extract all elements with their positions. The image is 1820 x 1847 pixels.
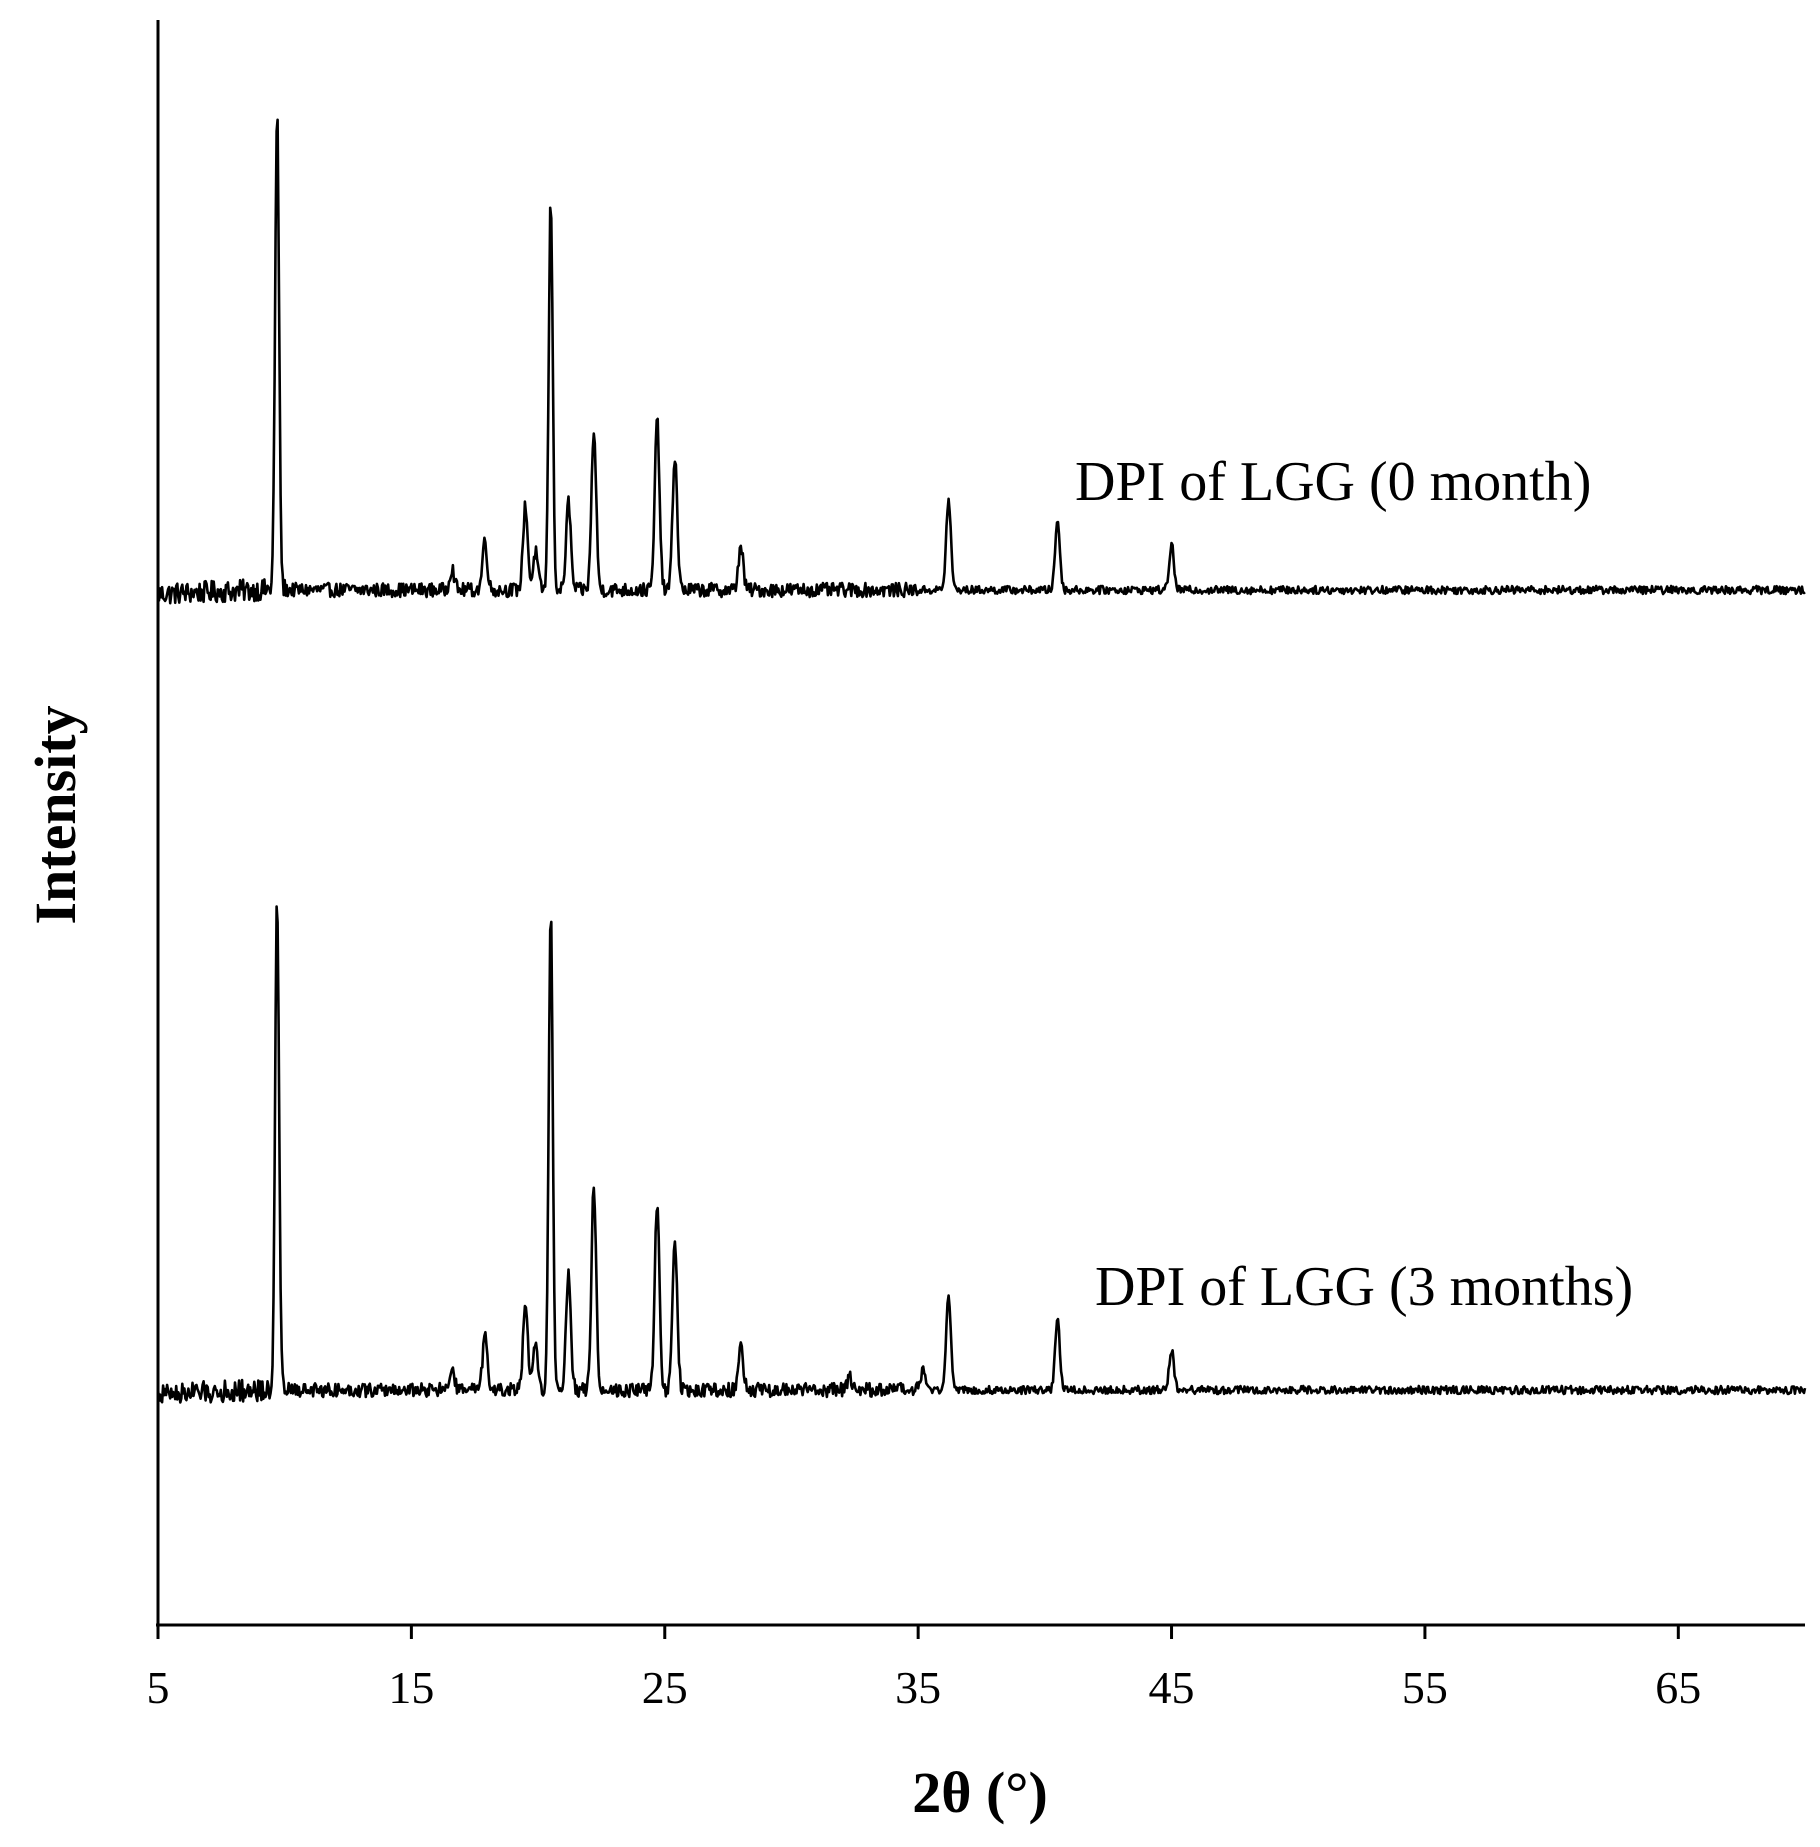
x-axis-tick-labels: 5 15 25 35 45 55 65 [147, 1662, 1702, 1713]
x-tick-label: 15 [388, 1662, 434, 1713]
x-tick-label: 45 [1149, 1662, 1195, 1713]
x-tick-label: 65 [1655, 1662, 1701, 1713]
series-line-1 [156, 905, 1807, 1404]
x-tick-label: 5 [147, 1662, 170, 1713]
x-tick-label: 55 [1402, 1662, 1448, 1713]
series-labels: DPI of LGG (0 month) DPI of LGG (3 months… [1075, 451, 1633, 1318]
series-traces [156, 118, 1807, 1404]
series-label-1: DPI of LGG (3 months) [1095, 1256, 1633, 1318]
series-label-0: DPI of LGG (0 month) [1075, 451, 1591, 513]
x-axis-ticks [156, 1625, 1680, 1639]
series-line-0 [156, 118, 1806, 605]
y-axis-title: Intensity [23, 705, 88, 924]
x-tick-label: 35 [895, 1662, 941, 1713]
x-axis-title: 2θ (°) [912, 1760, 1048, 1825]
x-tick-label: 25 [642, 1662, 688, 1713]
